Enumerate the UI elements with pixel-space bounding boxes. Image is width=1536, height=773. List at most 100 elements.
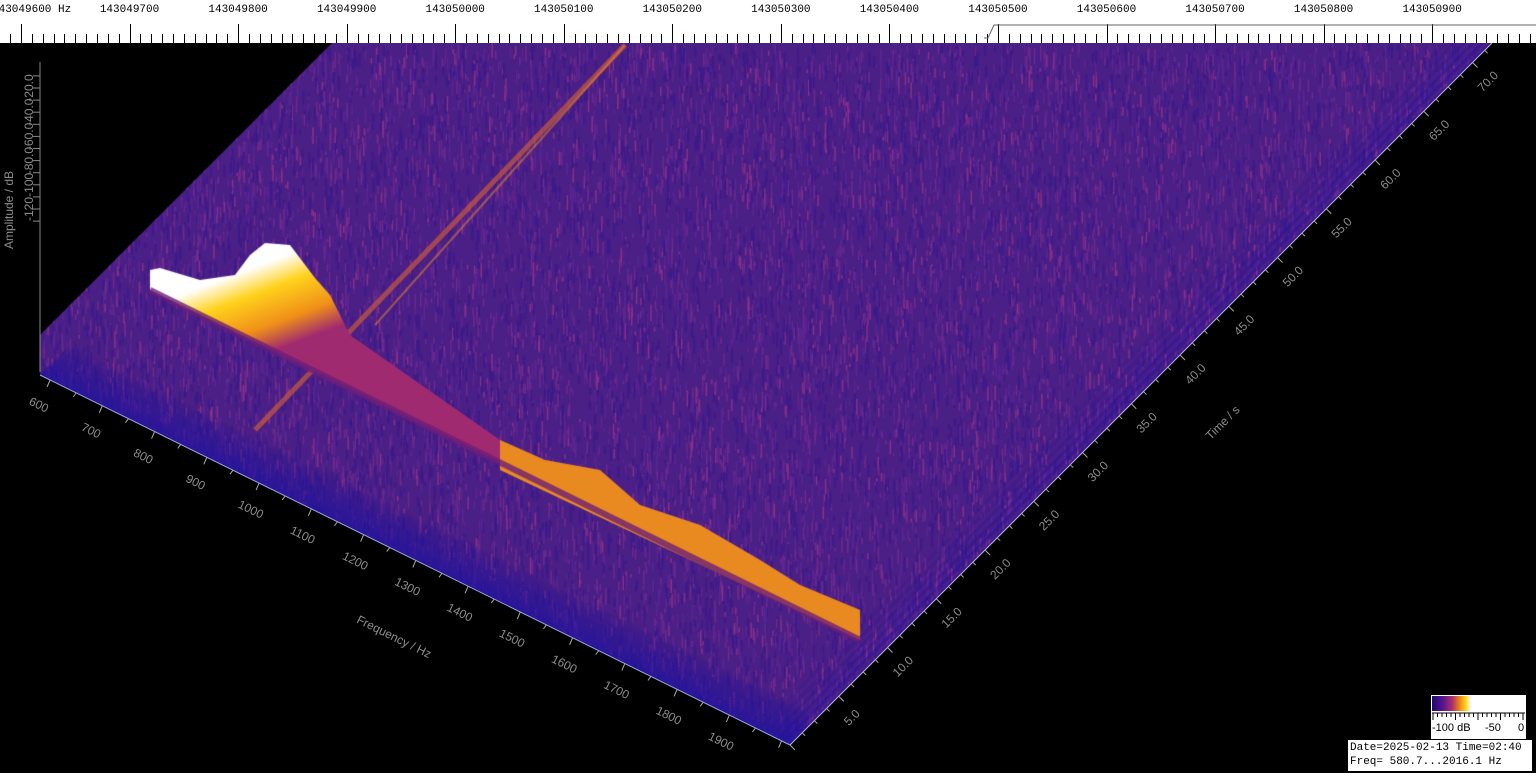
frequency-tick-label: 600 bbox=[27, 394, 51, 416]
frequency-tick bbox=[177, 444, 182, 449]
time-tick bbox=[814, 720, 818, 724]
frequency-tick bbox=[307, 508, 312, 517]
frequency-tick-label: 900 bbox=[184, 471, 208, 493]
frequency-tick bbox=[46, 379, 51, 388]
frequency-tick bbox=[778, 740, 783, 749]
frequency-tick bbox=[464, 585, 469, 594]
ruler-label: 143050000 bbox=[425, 4, 484, 16]
frequency-tick bbox=[725, 714, 730, 723]
time-tick bbox=[1264, 269, 1269, 274]
time-axis-title: Time / s bbox=[1203, 403, 1243, 443]
frequency-tick bbox=[281, 495, 286, 501]
info-box: Date=2025-02-13 Time=02:40 Freq= 580.7..… bbox=[1348, 740, 1532, 771]
time-tick bbox=[1325, 208, 1332, 215]
time-tick bbox=[1094, 439, 1099, 444]
time-tick bbox=[1057, 476, 1062, 481]
time-tick-label: 5.0 bbox=[841, 706, 863, 728]
time-tick-label: 20.0 bbox=[987, 555, 1014, 582]
time-tick bbox=[1191, 342, 1196, 347]
amplitude-tick-label: -60.0 bbox=[22, 122, 36, 150]
time-tick-label: 70.0 bbox=[1475, 68, 1502, 95]
ruler-label: 143050800 bbox=[1294, 4, 1353, 16]
time-tick bbox=[960, 574, 964, 578]
frequency-tick bbox=[673, 689, 678, 697]
frequency-axis-line bbox=[39, 374, 791, 746]
time-tick bbox=[826, 708, 830, 712]
frequency-tick bbox=[360, 534, 365, 542]
ruler-label: 143050300 bbox=[751, 4, 810, 16]
frequency-tick bbox=[98, 405, 103, 413]
time-tick bbox=[1240, 293, 1245, 298]
time-tick-label: 35.0 bbox=[1133, 409, 1160, 436]
frequency-axis-title: Frequency / Hz bbox=[355, 613, 434, 662]
time-tick bbox=[1045, 488, 1050, 493]
time-tick bbox=[1338, 196, 1342, 200]
color-scale-label-mid: -50 bbox=[1485, 722, 1501, 734]
time-tick bbox=[911, 622, 916, 627]
color-scale-legend: -100 dB -50 0 bbox=[1431, 695, 1526, 739]
time-tick-label: 25.0 bbox=[1036, 507, 1063, 534]
time-tick bbox=[1423, 110, 1430, 117]
frequency-range-readout: Freq= 580.7...2016.1 Hz bbox=[1350, 756, 1502, 768]
time-tick bbox=[801, 732, 806, 737]
frequency-tick bbox=[543, 624, 547, 630]
frequency-tick bbox=[412, 560, 417, 568]
color-scale-gradient bbox=[1432, 696, 1525, 711]
time-tick bbox=[850, 683, 855, 688]
time-tick bbox=[1069, 464, 1074, 469]
frequency-tick-label: 700 bbox=[79, 420, 103, 442]
frequency-ruler[interactable]: 143049600 Hz 143049700 143049800 143049900 1… bbox=[0, 0, 1536, 43]
time-tick bbox=[1301, 232, 1306, 237]
time-tick bbox=[948, 586, 952, 590]
time-tick bbox=[862, 671, 867, 676]
amplitude-tick-label: -40.0 bbox=[22, 98, 36, 126]
frequency-tick-label: 1000 bbox=[236, 497, 266, 522]
amplitude-tick-label: -20.0 bbox=[22, 74, 36, 102]
frequency-tick-label: 1100 bbox=[288, 523, 318, 547]
waterfall-surface bbox=[0, 43, 1536, 773]
frequency-tick bbox=[647, 676, 652, 681]
time-tick bbox=[1106, 427, 1111, 432]
time-tick bbox=[1118, 415, 1123, 420]
ruler-label: 143050900 bbox=[1402, 4, 1461, 16]
frequency-tick-label: 1300 bbox=[393, 575, 423, 600]
time-tick bbox=[1399, 135, 1403, 139]
time-tick bbox=[1459, 74, 1464, 79]
time-tick bbox=[874, 659, 879, 664]
ruler-label: 143050100 bbox=[534, 4, 593, 16]
frequency-tick bbox=[151, 431, 156, 439]
time-tick bbox=[899, 634, 904, 639]
time-tick bbox=[1204, 330, 1208, 334]
time-tick bbox=[1228, 305, 1235, 312]
amplitude-axis-title: Amplitude / dB bbox=[2, 171, 16, 249]
ruler-label: 143049800 bbox=[208, 4, 267, 16]
frequency-tick bbox=[438, 573, 443, 578]
time-tick bbox=[1374, 159, 1381, 166]
time-tick-label: 45.0 bbox=[1231, 312, 1258, 339]
time-tick bbox=[1277, 257, 1283, 263]
time-tick bbox=[1472, 62, 1478, 68]
time-tick bbox=[935, 598, 942, 605]
time-tick bbox=[923, 610, 928, 615]
time-tick-label: 40.0 bbox=[1182, 360, 1209, 387]
color-scale-label-max: 0 bbox=[1518, 722, 1525, 734]
time-tick-label: 30.0 bbox=[1085, 458, 1112, 485]
frequency-tick bbox=[569, 637, 574, 645]
time-tick bbox=[1082, 452, 1088, 458]
frequency-tick-label: 1400 bbox=[445, 600, 475, 625]
frequency-tick bbox=[255, 482, 260, 491]
time-tick bbox=[1484, 49, 1489, 54]
frequency-tick bbox=[490, 598, 495, 604]
frequency-tick-label: 1200 bbox=[340, 549, 370, 574]
frequency-tick-label: 1500 bbox=[497, 626, 527, 651]
time-tick bbox=[1435, 98, 1440, 103]
frequency-tick bbox=[621, 663, 626, 671]
frequency-tick-label: 800 bbox=[131, 446, 155, 468]
frequency-tick bbox=[72, 392, 77, 398]
time-tick-label: 15.0 bbox=[938, 604, 965, 631]
frequency-tick bbox=[334, 521, 338, 527]
time-tick-label: 10.0 bbox=[890, 653, 917, 680]
time-tick bbox=[1033, 500, 1040, 507]
time-tick bbox=[1411, 123, 1415, 127]
